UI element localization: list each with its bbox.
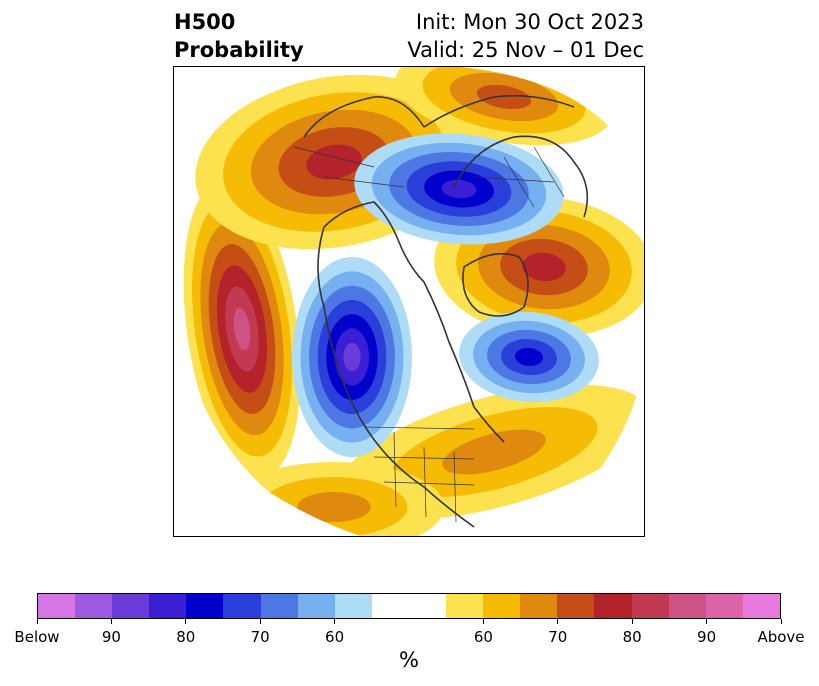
colorbar-tick-label: 90 (101, 628, 121, 646)
colorbar-tick-label: 70 (250, 628, 270, 646)
colorbar-segment (297, 594, 335, 618)
border-line (323, 176, 405, 188)
alaska-coast (323, 201, 425, 283)
colorbar-segment (223, 594, 261, 618)
colorbar-tick-label: Below (14, 628, 60, 646)
title-product: Probability (174, 38, 304, 62)
valid-period: Valid: 25 Nov – 01 Dec (407, 38, 644, 62)
colorbar-tick (780, 619, 782, 624)
colorbar-unit: % (399, 648, 419, 672)
colorbar-segment (149, 594, 187, 618)
colorbar-tick (185, 619, 187, 624)
greenland-coast (462, 252, 529, 317)
ridge-europe-contour (522, 252, 566, 282)
border-line (503, 156, 535, 208)
colorbar-tick-label: 80 (176, 628, 196, 646)
border-line (453, 451, 457, 523)
colorbar-segment (483, 594, 521, 618)
asia-coast (423, 95, 575, 128)
colorbar-tick (110, 619, 112, 624)
trough-canada-contour (343, 342, 361, 372)
colorbar-tick-label: Above (757, 628, 805, 646)
trough-north-atlantic-contour (515, 347, 543, 367)
colorbar-segment (742, 594, 780, 618)
map-panel (173, 66, 645, 537)
colorbar-tick-label: 60 (473, 628, 493, 646)
colorbar-tick (706, 619, 708, 624)
border-line (393, 431, 397, 508)
probability-map (183, 67, 644, 536)
colorbar-segment (594, 594, 632, 618)
colorbar-segment (186, 594, 224, 618)
border-line (383, 481, 475, 486)
anomaly-fields (183, 67, 644, 536)
title-left: H500 Probability (174, 8, 304, 64)
colorbar-tick-label: 70 (548, 628, 568, 646)
border-line (373, 456, 475, 460)
colorbar-tick (482, 619, 484, 624)
colorbar-tick (259, 619, 261, 624)
colorbar-tick-label: 90 (697, 628, 717, 646)
colorbar-tick (557, 619, 559, 624)
border-line (473, 176, 555, 183)
ridge-pacific-contour (233, 307, 251, 351)
ridge-atlantic-contour (442, 429, 546, 475)
colorbar-segment (631, 594, 669, 618)
title-right: Init: Mon 30 Oct 2023 Valid: 25 Nov – 01… (407, 8, 644, 64)
trough-arctic-contour (441, 179, 477, 199)
colorbar-tick-label: 80 (622, 628, 642, 646)
coastlines (303, 95, 589, 528)
colorbar-segment (705, 594, 743, 618)
colorbar-segment (75, 594, 113, 618)
colorbar-tick (36, 619, 38, 624)
north-america-coast (317, 226, 475, 528)
colorbar (37, 593, 781, 619)
east-coast (423, 281, 505, 443)
border-line (533, 146, 565, 198)
colorbar-segment (557, 594, 595, 618)
political-borders (293, 146, 565, 523)
europe-coast (453, 135, 589, 218)
colorbar-segment (371, 594, 409, 618)
title-variable: H500 (174, 10, 236, 34)
colorbar-tick (334, 619, 336, 624)
colorbar-segment (520, 594, 558, 618)
init-date: Init: Mon 30 Oct 2023 (415, 10, 644, 34)
colorbar-segment (446, 594, 484, 618)
colorbar-segment (668, 594, 706, 618)
ridge-south-us-contour (297, 492, 371, 522)
border-line (363, 426, 475, 430)
colorbar-segment (408, 594, 447, 618)
colorbar-segment (38, 594, 76, 618)
colorbar-tick-label: 60 (325, 628, 345, 646)
border-line (423, 446, 427, 518)
colorbar-segment (112, 594, 150, 618)
colorbar-tick (631, 619, 633, 624)
colorbar-segment (260, 594, 298, 618)
siberia-coast (303, 96, 425, 138)
colorbar-segment (334, 594, 372, 618)
ridge-siberia-contour (476, 84, 532, 110)
border-line (293, 146, 375, 168)
